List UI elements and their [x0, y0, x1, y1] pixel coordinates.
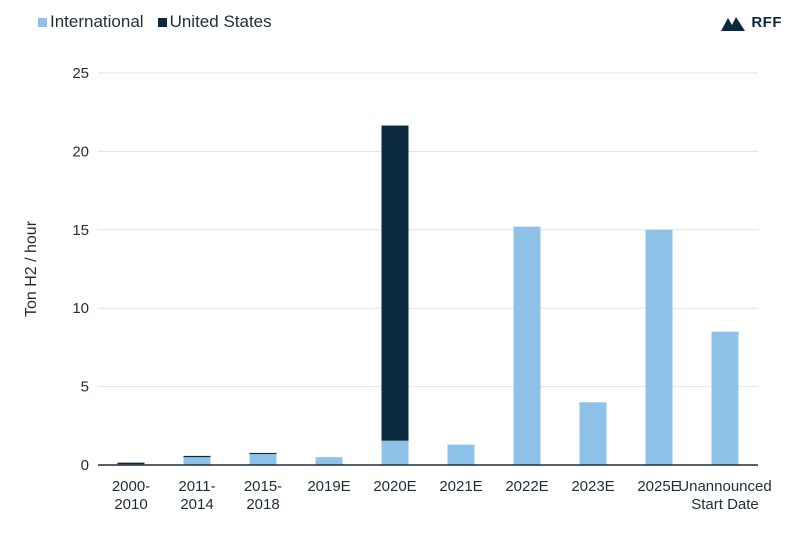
y-axis-label: Ton H2 / hour — [23, 220, 40, 317]
legend-label-united-states: United States — [169, 12, 272, 31]
legend-label-international: International — [50, 12, 144, 31]
y-tick-label: 10 — [72, 300, 89, 317]
x-tick-label-line: 2011- — [178, 478, 215, 495]
x-tick-label: Unannounced Start Date — [678, 478, 771, 513]
bar-united-states — [117, 462, 145, 465]
x-tick-label: 2025E — [637, 478, 680, 495]
y-tick-label: 25 — [72, 65, 89, 82]
y-tick-labels: 0 5 10 15 20 25 — [72, 65, 89, 474]
x-tick-label: 2019E — [307, 478, 350, 495]
x-tick-label: 2021E — [439, 478, 482, 495]
x-tick-label-line: 2014 — [180, 496, 213, 513]
y-tick-label: 15 — [72, 222, 89, 239]
x-tick-label-line: 2010 — [114, 496, 147, 513]
bar-international — [249, 454, 277, 465]
logo-text: RFF — [751, 14, 782, 31]
bar-international — [183, 457, 211, 465]
bar-united-states — [249, 452, 277, 455]
bar-international — [711, 331, 739, 465]
rff-logo: RFF — [721, 14, 782, 31]
legend-swatch-international — [38, 17, 47, 27]
y-tick-label: 20 — [72, 143, 89, 160]
x-tick-label: 2022E — [505, 478, 548, 495]
x-tick-label-line: 2018 — [246, 496, 279, 513]
x-tick-label-line: 2023E — [571, 478, 614, 495]
bar-international — [513, 226, 541, 465]
legend-item-united-states: United States — [157, 12, 272, 32]
x-tick-label-line: 2015- — [244, 478, 282, 495]
bar-international — [381, 440, 409, 465]
bar-international — [315, 457, 343, 465]
bars — [117, 125, 739, 466]
x-tick-label-line: Unannounced — [678, 478, 771, 495]
x-tick-label: 2020E — [373, 478, 416, 495]
x-tick-label: 2011-2014 — [178, 478, 215, 513]
legend-item-international: International — [38, 12, 144, 32]
x-tick-label: 2000-2010 — [112, 478, 150, 513]
bar-international — [645, 229, 673, 465]
x-tick-label-line: Start Date — [691, 496, 759, 513]
x-tick-label-line: 2019E — [307, 478, 350, 495]
legend: International United States — [38, 12, 272, 32]
y-tick-label: 0 — [81, 457, 89, 474]
y-tick-label: 5 — [81, 379, 89, 396]
x-tick-label-line: 2021E — [439, 478, 482, 495]
bar-united-states — [183, 455, 211, 458]
x-tick-labels: 2000-2010 2011-2014 2015-2018 2019E 2020E 202… — [112, 478, 772, 513]
bar-international — [447, 444, 475, 465]
legend-swatch-united-states — [157, 17, 167, 27]
x-tick-label-line: 2025E — [637, 478, 680, 495]
mountain-icon — [721, 16, 746, 31]
bar-international — [579, 402, 607, 465]
x-tick-label-line: 2000- — [112, 478, 150, 495]
x-tick-label-line: 2022E — [505, 478, 548, 495]
x-tick-label: 2015-2018 — [244, 478, 282, 513]
bar-united-states — [381, 125, 409, 441]
x-tick-label: 2023E — [571, 478, 614, 495]
x-tick-label-line: 2020E — [373, 478, 416, 495]
